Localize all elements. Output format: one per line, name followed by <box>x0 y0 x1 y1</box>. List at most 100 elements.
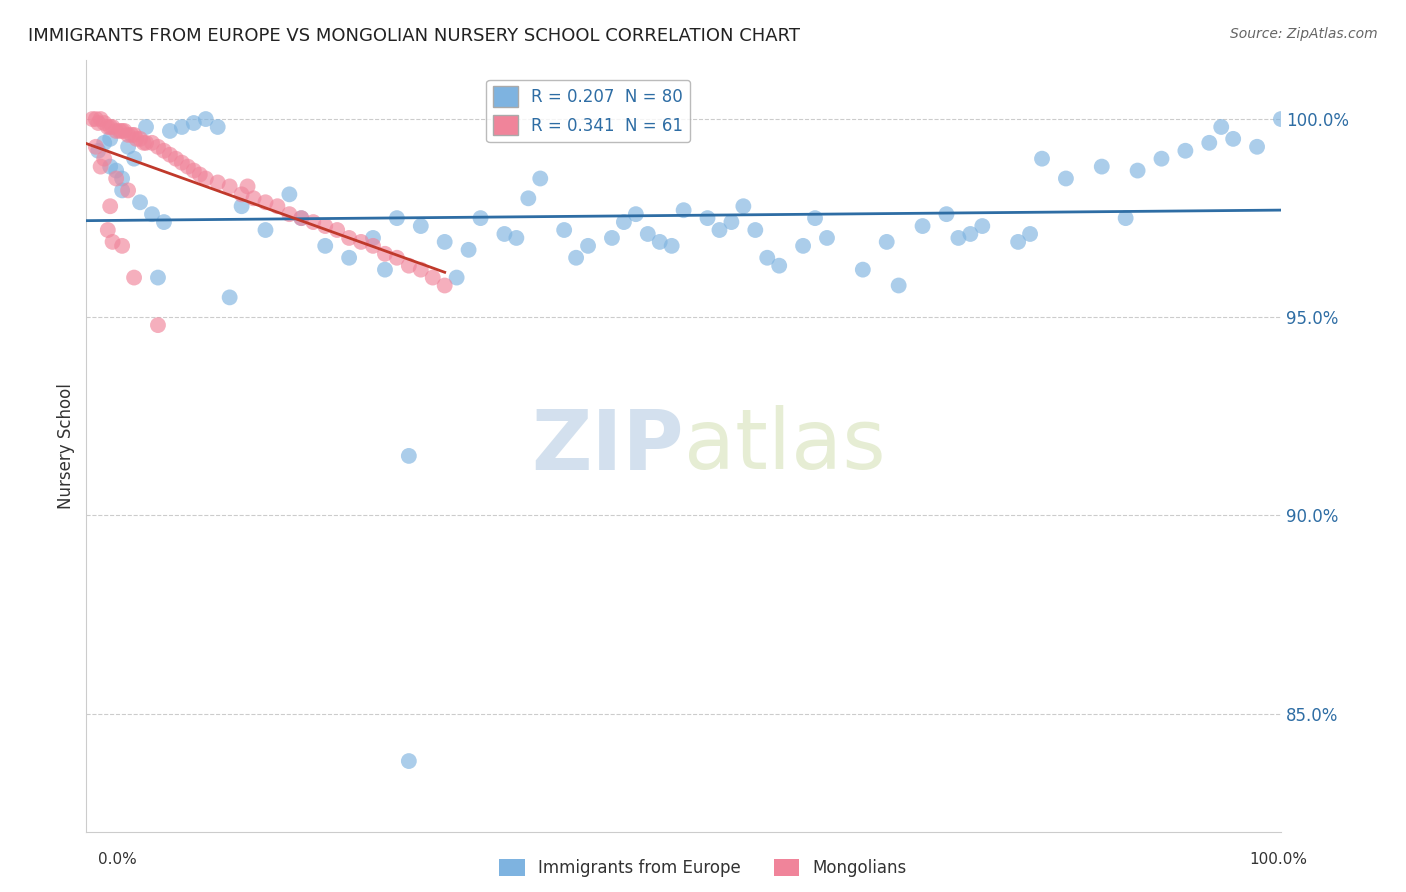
Point <box>792 239 814 253</box>
Point <box>105 171 128 186</box>
Point <box>218 290 240 304</box>
Point <box>254 195 277 210</box>
Point <box>446 270 468 285</box>
Point <box>948 231 970 245</box>
Text: Source: ZipAtlas.com: Source: ZipAtlas.com <box>1230 27 1378 41</box>
Point <box>733 199 755 213</box>
Point <box>135 136 157 150</box>
Point <box>1007 235 1029 249</box>
Point <box>97 223 120 237</box>
Point <box>744 223 766 237</box>
Legend: R = 0.207  N = 80, R = 0.341  N = 61: R = 0.207 N = 80, R = 0.341 N = 61 <box>486 79 690 142</box>
Point <box>505 231 527 245</box>
Point <box>183 163 205 178</box>
Point <box>98 132 121 146</box>
Point <box>756 251 779 265</box>
Point <box>141 207 163 221</box>
Point <box>887 278 910 293</box>
Point <box>422 270 444 285</box>
Point <box>398 449 420 463</box>
Point <box>231 187 253 202</box>
Point <box>398 259 420 273</box>
Text: 0.0%: 0.0% <box>98 852 138 867</box>
Point <box>361 231 384 245</box>
Text: atlas: atlas <box>683 406 886 486</box>
Point <box>194 171 217 186</box>
Point <box>1031 152 1053 166</box>
Point <box>314 239 336 253</box>
Text: ZIP: ZIP <box>531 406 683 486</box>
Point <box>637 227 659 241</box>
Point <box>972 219 994 233</box>
Point <box>188 168 211 182</box>
Legend: Immigrants from Europe, Mongolians: Immigrants from Europe, Mongolians <box>494 852 912 884</box>
Point <box>852 262 875 277</box>
Point <box>146 140 169 154</box>
Point <box>876 235 898 249</box>
Point <box>661 239 683 253</box>
Point <box>553 223 575 237</box>
Point <box>105 124 128 138</box>
Point <box>114 124 136 138</box>
Point <box>117 140 139 154</box>
Point <box>111 124 134 138</box>
Point <box>111 183 134 197</box>
Point <box>1211 120 1233 134</box>
Point <box>165 152 187 166</box>
Point <box>87 144 110 158</box>
Point <box>98 199 121 213</box>
Point <box>409 262 432 277</box>
Point <box>613 215 636 229</box>
Point <box>122 270 145 285</box>
Point <box>122 128 145 142</box>
Point <box>111 239 134 253</box>
Point <box>374 247 396 261</box>
Point <box>98 120 121 134</box>
Point <box>350 235 373 249</box>
Point <box>709 223 731 237</box>
Y-axis label: Nursery School: Nursery School <box>58 383 75 509</box>
Point <box>361 239 384 253</box>
Point <box>576 239 599 253</box>
Point <box>815 231 838 245</box>
Point <box>87 116 110 130</box>
Point <box>768 259 790 273</box>
Point <box>101 120 124 134</box>
Point <box>111 171 134 186</box>
Point <box>105 163 128 178</box>
Point <box>90 160 112 174</box>
Point <box>565 251 588 265</box>
Point <box>1115 211 1137 226</box>
Point <box>1126 163 1149 178</box>
Point <box>1270 112 1292 126</box>
Point <box>302 215 325 229</box>
Point <box>207 120 229 134</box>
Point <box>398 754 420 768</box>
Point <box>600 231 623 245</box>
Point <box>159 147 181 161</box>
Point <box>1091 160 1114 174</box>
Point <box>959 227 981 241</box>
Point <box>935 207 957 221</box>
Point <box>117 183 139 197</box>
Point <box>290 211 312 226</box>
Point <box>117 128 139 142</box>
Point <box>648 235 671 249</box>
Point <box>97 120 120 134</box>
Point <box>337 231 360 245</box>
Point <box>470 211 492 226</box>
Point <box>135 120 157 134</box>
Point <box>696 211 718 226</box>
Point <box>153 215 176 229</box>
Text: IMMIGRANTS FROM EUROPE VS MONGOLIAN NURSERY SCHOOL CORRELATION CHART: IMMIGRANTS FROM EUROPE VS MONGOLIAN NURS… <box>28 27 800 45</box>
Point <box>183 116 205 130</box>
Point <box>314 219 336 233</box>
Point <box>93 116 115 130</box>
Point <box>141 136 163 150</box>
Point <box>385 251 408 265</box>
Point <box>337 251 360 265</box>
Point <box>129 132 152 146</box>
Point <box>1222 132 1244 146</box>
Point <box>254 223 277 237</box>
Point <box>122 152 145 166</box>
